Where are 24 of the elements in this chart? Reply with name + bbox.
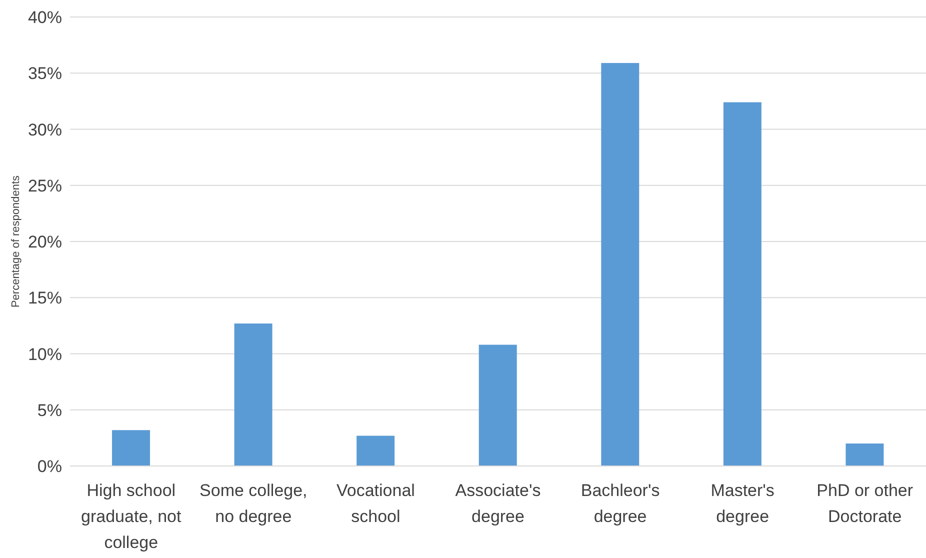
- x-tick-label: Associate's degree: [455, 481, 541, 526]
- y-tick-label: 20%: [28, 232, 62, 252]
- bar: [478, 344, 517, 466]
- bar: [112, 430, 150, 466]
- x-tick-label: Bachleor's degree: [580, 481, 660, 526]
- bar: [601, 63, 640, 466]
- bar: [234, 323, 272, 466]
- bar: [846, 444, 884, 466]
- x-tick-label: Master's degree: [710, 481, 774, 526]
- y-tick-label: 25%: [28, 176, 62, 196]
- y-tick-label: 0%: [37, 457, 62, 476]
- bar: [723, 102, 762, 466]
- x-tick-label: PhD or other Doctorate: [816, 481, 914, 526]
- x-tick-label: High school graduate, not college: [81, 481, 182, 552]
- y-tick-label: 40%: [28, 8, 62, 28]
- x-tick-label: Some college, no degree: [200, 481, 308, 526]
- y-tick-label: 5%: [37, 400, 62, 420]
- y-tick-label: 10%: [28, 344, 62, 364]
- y-tick-label: 15%: [28, 288, 62, 308]
- y-tick-label: 35%: [28, 64, 62, 84]
- x-tick-label: Vocational school: [336, 481, 415, 526]
- bar: [356, 436, 395, 466]
- y-axis-title: Percentage of respondents: [10, 174, 22, 308]
- y-tick-label: 30%: [28, 120, 62, 140]
